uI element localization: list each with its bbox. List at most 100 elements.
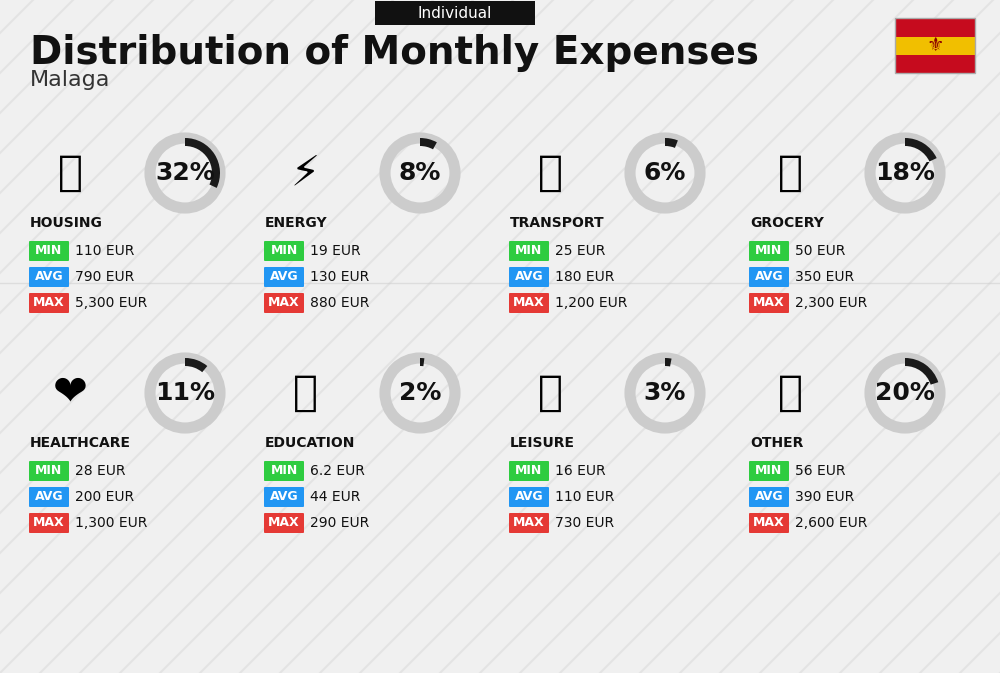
Text: AVG: AVG (35, 271, 63, 283)
Text: 50 EUR: 50 EUR (795, 244, 845, 258)
Text: MIN: MIN (35, 244, 63, 258)
FancyBboxPatch shape (895, 55, 975, 73)
Text: 880 EUR: 880 EUR (310, 296, 369, 310)
Text: 390 EUR: 390 EUR (795, 490, 854, 504)
Text: 6%: 6% (644, 161, 686, 185)
Wedge shape (665, 138, 678, 148)
Text: MIN: MIN (35, 464, 63, 478)
Text: 6.2 EUR: 6.2 EUR (310, 464, 365, 478)
FancyBboxPatch shape (509, 267, 549, 287)
Text: 110 EUR: 110 EUR (75, 244, 134, 258)
Text: 790 EUR: 790 EUR (75, 270, 134, 284)
Text: 20%: 20% (875, 381, 935, 405)
Text: MIN: MIN (515, 464, 543, 478)
FancyBboxPatch shape (29, 461, 69, 481)
Text: MAX: MAX (33, 297, 65, 310)
FancyBboxPatch shape (749, 487, 789, 507)
Text: 3%: 3% (644, 381, 686, 405)
FancyBboxPatch shape (749, 461, 789, 481)
Text: 🏢: 🏢 (58, 152, 82, 194)
Text: 18%: 18% (875, 161, 935, 185)
Text: MAX: MAX (753, 516, 785, 530)
Text: AVG: AVG (270, 271, 298, 283)
Text: 130 EUR: 130 EUR (310, 270, 369, 284)
FancyBboxPatch shape (375, 1, 535, 25)
Text: AVG: AVG (515, 491, 543, 503)
FancyBboxPatch shape (509, 241, 549, 261)
Text: MAX: MAX (753, 297, 785, 310)
FancyBboxPatch shape (509, 487, 549, 507)
FancyBboxPatch shape (749, 293, 789, 313)
Text: 🛒: 🛒 (778, 152, 802, 194)
Text: 25 EUR: 25 EUR (555, 244, 605, 258)
Text: 2,300 EUR: 2,300 EUR (795, 296, 867, 310)
Text: 2,600 EUR: 2,600 EUR (795, 516, 867, 530)
Text: AVG: AVG (755, 271, 783, 283)
Text: AVG: AVG (35, 491, 63, 503)
Text: EDUCATION: EDUCATION (265, 436, 355, 450)
FancyBboxPatch shape (264, 513, 304, 533)
FancyBboxPatch shape (509, 293, 549, 313)
Text: 1,200 EUR: 1,200 EUR (555, 296, 627, 310)
Wedge shape (905, 138, 937, 162)
Text: ⚜: ⚜ (926, 36, 944, 55)
Text: OTHER: OTHER (750, 436, 803, 450)
Text: AVG: AVG (515, 271, 543, 283)
Text: AVG: AVG (755, 491, 783, 503)
Wedge shape (420, 358, 424, 366)
Text: ❤️: ❤️ (53, 372, 87, 414)
Text: 290 EUR: 290 EUR (310, 516, 369, 530)
FancyBboxPatch shape (509, 513, 549, 533)
Text: LEISURE: LEISURE (510, 436, 575, 450)
Text: 🛍️: 🛍️ (538, 372, 562, 414)
Text: MAX: MAX (33, 516, 65, 530)
Text: MAX: MAX (513, 516, 545, 530)
FancyBboxPatch shape (29, 513, 69, 533)
FancyBboxPatch shape (749, 241, 789, 261)
Text: GROCERY: GROCERY (750, 216, 824, 230)
Text: MIN: MIN (755, 244, 783, 258)
FancyBboxPatch shape (509, 461, 549, 481)
Text: 28 EUR: 28 EUR (75, 464, 126, 478)
Text: MIN: MIN (515, 244, 543, 258)
Text: 350 EUR: 350 EUR (795, 270, 854, 284)
Wedge shape (185, 358, 207, 372)
FancyBboxPatch shape (749, 267, 789, 287)
Text: AVG: AVG (270, 491, 298, 503)
Wedge shape (420, 138, 437, 149)
Text: MAX: MAX (268, 516, 300, 530)
Text: ENERGY: ENERGY (265, 216, 328, 230)
Text: 2%: 2% (399, 381, 441, 405)
Text: 19 EUR: 19 EUR (310, 244, 361, 258)
Text: 110 EUR: 110 EUR (555, 490, 614, 504)
FancyBboxPatch shape (895, 37, 975, 55)
Text: MIN: MIN (270, 244, 298, 258)
FancyBboxPatch shape (264, 241, 304, 261)
Text: HEALTHCARE: HEALTHCARE (30, 436, 131, 450)
Text: 200 EUR: 200 EUR (75, 490, 134, 504)
FancyBboxPatch shape (749, 513, 789, 533)
FancyBboxPatch shape (264, 487, 304, 507)
Text: 180 EUR: 180 EUR (555, 270, 614, 284)
Text: 1,300 EUR: 1,300 EUR (75, 516, 147, 530)
FancyBboxPatch shape (264, 461, 304, 481)
Text: HOUSING: HOUSING (30, 216, 103, 230)
Wedge shape (185, 138, 220, 188)
Text: TRANSPORT: TRANSPORT (510, 216, 605, 230)
Text: MAX: MAX (268, 297, 300, 310)
Text: ⚡: ⚡ (290, 152, 320, 194)
FancyBboxPatch shape (895, 18, 975, 37)
Text: 🚌: 🚌 (538, 152, 562, 194)
FancyBboxPatch shape (29, 487, 69, 507)
Wedge shape (665, 358, 672, 367)
Text: 16 EUR: 16 EUR (555, 464, 606, 478)
Text: 730 EUR: 730 EUR (555, 516, 614, 530)
Text: 32%: 32% (155, 161, 215, 185)
Text: MIN: MIN (270, 464, 298, 478)
Text: 44 EUR: 44 EUR (310, 490, 360, 504)
Text: 8%: 8% (399, 161, 441, 185)
Text: Distribution of Monthly Expenses: Distribution of Monthly Expenses (30, 34, 759, 72)
FancyBboxPatch shape (264, 293, 304, 313)
Wedge shape (905, 358, 938, 385)
Text: Individual: Individual (418, 5, 492, 20)
